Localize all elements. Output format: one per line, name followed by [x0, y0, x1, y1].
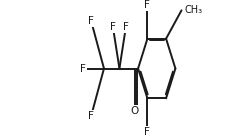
Text: CH₃: CH₃ — [184, 5, 202, 15]
Text: F: F — [122, 22, 128, 32]
Text: F: F — [110, 22, 115, 32]
Text: F: F — [79, 64, 85, 73]
Text: F: F — [88, 16, 94, 26]
Text: F: F — [88, 111, 94, 121]
Text: F: F — [144, 0, 150, 10]
Text: F: F — [144, 127, 150, 137]
Text: O: O — [130, 106, 138, 116]
